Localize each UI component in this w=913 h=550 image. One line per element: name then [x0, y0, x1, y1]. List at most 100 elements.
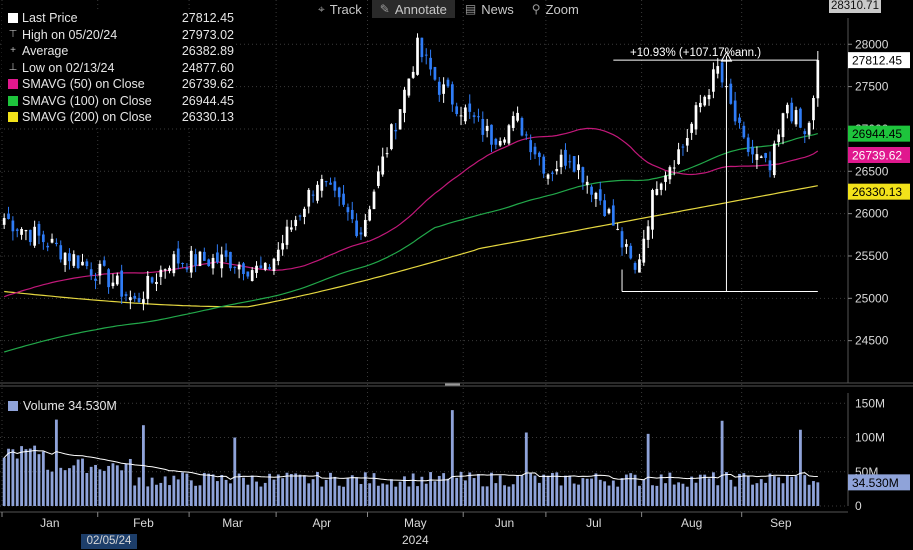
- volume-bar: [764, 482, 768, 506]
- candle-body: [202, 251, 206, 261]
- candle-body: [50, 238, 54, 243]
- candle-body: [41, 234, 45, 243]
- annotate-button[interactable]: ✎ Annotate: [371, 0, 455, 18]
- candle-body: [89, 269, 93, 276]
- volume-bar: [85, 473, 89, 506]
- volume-bar: [677, 482, 681, 506]
- volume-bar: [237, 473, 241, 506]
- candle-body: [633, 262, 637, 270]
- year-label: 2024: [402, 533, 429, 547]
- candle-body: [150, 277, 154, 283]
- volume-bar: [194, 485, 198, 506]
- candle-body: [333, 181, 337, 191]
- volume-bar: [81, 458, 84, 506]
- candle-body: [411, 71, 415, 78]
- volume-bar: [376, 485, 380, 506]
- volume-bar: [581, 478, 585, 506]
- volume-bar: [37, 454, 41, 506]
- candle-body: [433, 67, 437, 80]
- volume-bar: [490, 472, 493, 506]
- volume-legend[interactable]: Volume 34.530M: [6, 399, 117, 413]
- candle-body: [189, 250, 193, 273]
- candle-body: [607, 209, 611, 214]
- volume-bar: [507, 486, 511, 506]
- candle-body: [194, 254, 197, 266]
- candle-body: [455, 106, 459, 115]
- volume-bar: [255, 481, 258, 506]
- price-tick-label: 27500: [855, 80, 889, 94]
- volume-bar: [529, 473, 533, 506]
- volume-bar: [285, 472, 289, 506]
- volume-bar: [729, 479, 733, 506]
- volume-bar: [794, 475, 798, 506]
- candle-body: [107, 269, 110, 288]
- candle-body: [807, 122, 811, 135]
- volume-bar: [620, 478, 624, 506]
- candle-body: [546, 174, 550, 179]
- candle-body: [229, 251, 232, 269]
- volume-bar: [442, 473, 446, 506]
- volume-bar: [268, 473, 272, 506]
- sma100-line: [4, 133, 818, 353]
- candle-body: [620, 231, 624, 248]
- legend-swatch: [8, 13, 18, 24]
- volume-bar: [111, 463, 115, 506]
- candle-body: [677, 149, 680, 165]
- candle-body: [289, 227, 293, 230]
- last-value-tag-label: 26739.62: [852, 148, 902, 162]
- volume-bar: [176, 479, 180, 506]
- chart-toolbar: ⌖ Track ✎ Annotate ▤ News ⚲ Zoom: [310, 0, 587, 18]
- news-button[interactable]: ▤ News: [464, 1, 514, 17]
- candle-body: [437, 81, 441, 95]
- volume-bar: [150, 477, 154, 506]
- volume-bar: [790, 476, 794, 506]
- volume-bar: [594, 473, 598, 506]
- candle-body: [759, 156, 763, 158]
- legend-sma50[interactable]: SMAVG (50) on Close 26739.62: [2, 76, 234, 93]
- volume-bar: [542, 474, 546, 506]
- candle-body: [638, 259, 641, 273]
- candle-body: [498, 140, 502, 146]
- volume-bar: [746, 475, 750, 506]
- volume-bar: [185, 473, 189, 506]
- volume-bar: [803, 475, 807, 506]
- candle-body: [572, 156, 576, 172]
- candle-body: [712, 69, 715, 92]
- volume-bar: [120, 470, 124, 506]
- price-legend: Last Price 27812.45 ⊤ High on 05/20/24 2797…: [2, 10, 234, 126]
- candle-body: [477, 116, 480, 118]
- volume-bar: [429, 472, 432, 506]
- volume-bar: [459, 471, 463, 506]
- volume-bar: [494, 483, 498, 506]
- candle-body: [316, 184, 319, 201]
- volume-bar: [272, 479, 276, 506]
- candle-body: [294, 219, 298, 227]
- candle-body: [281, 243, 284, 250]
- candle-body: [385, 153, 389, 155]
- legend-low: ⊥ Low on 02/13/24 24877.60: [8, 60, 234, 75]
- track-button[interactable]: ⌖ Track: [318, 1, 362, 17]
- candle-body: [255, 265, 258, 273]
- candle-body: [320, 178, 324, 191]
- volume-bar: [520, 475, 524, 506]
- volume-bar: [137, 477, 141, 506]
- last-value-tag-label: 27812.45: [852, 54, 902, 68]
- volume-bar: [281, 478, 285, 506]
- candle-body: [416, 37, 419, 75]
- sma200-line: [4, 185, 818, 308]
- volume-bar: [433, 481, 437, 506]
- candle-body: [285, 226, 289, 245]
- candle-body: [55, 242, 58, 245]
- volume-bar: [276, 474, 280, 506]
- zoom-button[interactable]: ⚲ Zoom: [531, 1, 579, 17]
- volume-bar: [455, 477, 459, 506]
- legend-sma100[interactable]: SMAVG (100) on Close 26944.45: [2, 93, 234, 110]
- candle-body: [507, 125, 511, 144]
- candle-body: [15, 229, 19, 231]
- legend-last-price[interactable]: Last Price 27812.45: [2, 10, 234, 27]
- volume-bar: [463, 480, 467, 506]
- candle-body: [659, 183, 663, 190]
- candle-body: [37, 223, 41, 236]
- volume-bar: [550, 472, 554, 506]
- legend-sma200[interactable]: SMAVG (200) on Close 26330.13: [2, 109, 234, 126]
